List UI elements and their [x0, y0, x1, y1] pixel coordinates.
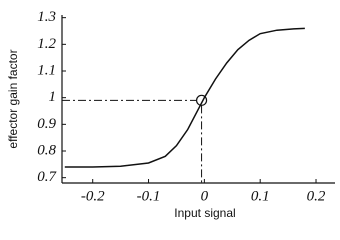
y-tick-label: 0.8	[37, 142, 56, 158]
y-axis-label: effector gain factor	[6, 49, 20, 148]
y-tick-label: 1.1	[37, 62, 56, 78]
x-axis-label: Input signal	[174, 206, 235, 220]
chart: Input signal effector gain factor 0.7 0.8…	[6, 9, 335, 220]
x-tick-label: -0.1	[137, 188, 161, 204]
x-tick-label: -0.2	[81, 188, 105, 204]
x-tick-label: 0	[201, 188, 209, 204]
y-tick-label: 0.9	[37, 116, 56, 132]
x-tick-label: 0.1	[251, 188, 270, 204]
y-tick-label: 1	[49, 89, 57, 105]
marker	[195, 94, 208, 106]
y-tick-label: 0.7	[37, 169, 57, 185]
y-tick-label: 1.2	[37, 36, 56, 52]
line	[64, 27, 305, 168]
x-tick-label: 0.2	[307, 188, 326, 204]
y-tick-label: 1.3	[37, 9, 56, 25]
